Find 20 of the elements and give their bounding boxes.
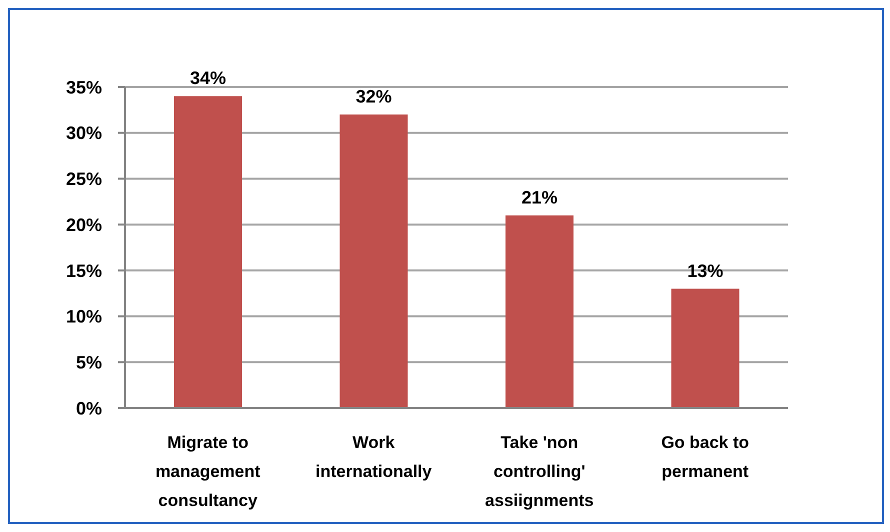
y-tick-label: 0% (76, 398, 102, 418)
bar (174, 96, 242, 408)
y-tick-label: 5% (76, 352, 102, 373)
bar (671, 288, 740, 408)
y-tick-label: 35% (66, 77, 102, 98)
data-label: 21% (521, 187, 558, 208)
y-tick-label: 10% (66, 306, 102, 327)
y-tick-label: 30% (66, 123, 102, 144)
y-tick-label: 15% (66, 260, 102, 281)
data-label: 13% (687, 260, 724, 281)
x-tick-label: Work internationally (316, 433, 432, 482)
x-tick-label: Migrate to management consultancy (155, 433, 261, 510)
y-tick-label: 25% (66, 169, 102, 190)
y-tick-label: 20% (66, 214, 102, 235)
data-label: 34% (190, 68, 226, 88)
data-label: 32% (356, 86, 392, 107)
bar (506, 215, 574, 408)
bar (340, 114, 408, 408)
x-tick-label: Take 'non controlling' assiignments (485, 433, 594, 510)
x-tick-label: Go back to permanent (661, 433, 750, 482)
